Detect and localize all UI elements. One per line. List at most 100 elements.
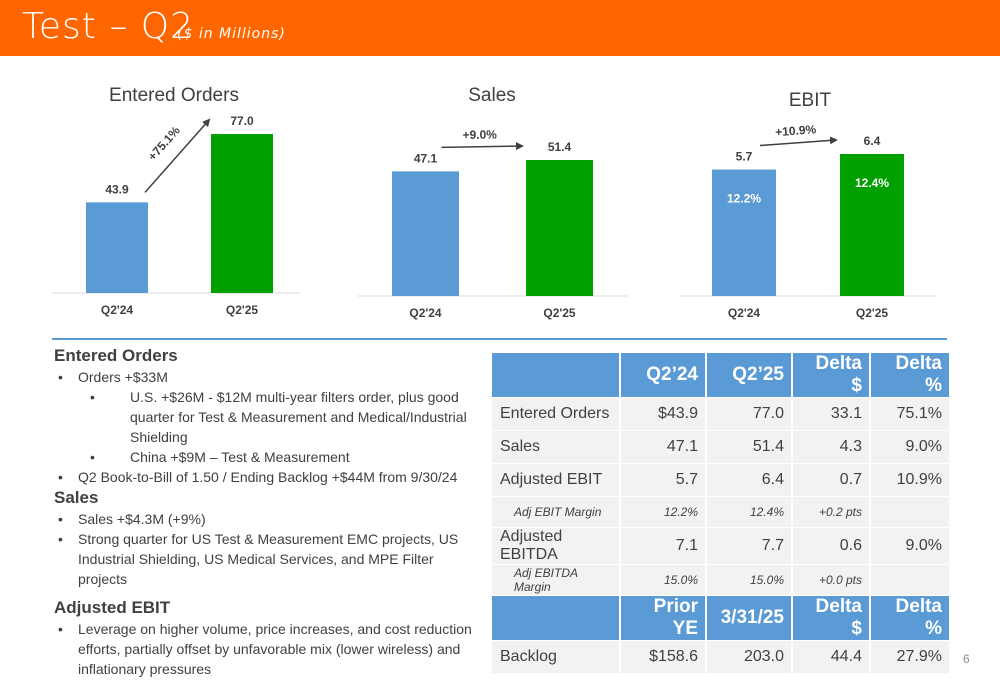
cell: 27.9%	[870, 640, 951, 674]
cell: 0.6	[792, 527, 871, 565]
row-label: Sales	[492, 430, 621, 464]
commentary: Entered Orders Orders +$33M U.S. +$26M -…	[54, 345, 484, 679]
data-label: 47.1	[414, 151, 438, 165]
data-label: 51.4	[548, 140, 572, 154]
bar	[712, 169, 776, 296]
data-label: 6.4	[864, 134, 881, 148]
cell: 10.9%	[870, 463, 951, 497]
cell: 75.1%	[870, 397, 951, 431]
cell: 51.4	[706, 430, 793, 464]
bullet: Orders +$33M	[54, 367, 484, 387]
tick-label: Q2'24	[101, 303, 134, 317]
cell: 5.7	[620, 463, 707, 497]
table-header-row: Q2’24 Q2’25 Delta $ Delta %	[492, 353, 951, 398]
section-divider	[52, 338, 947, 340]
slide-title: Test – Q2	[22, 6, 195, 47]
cell: 4.3	[792, 430, 871, 464]
table-header-cell	[492, 353, 621, 398]
table-row: Adjusted EBIT 5.7 6.4 0.7 10.9%	[492, 463, 951, 497]
chart-title: Entered Orders	[109, 85, 239, 106]
cell: 47.1	[620, 430, 707, 464]
row-label: Adjusted EBIT	[492, 463, 621, 497]
bar	[526, 160, 593, 296]
table-header-row: Prior YE 3/31/25 Delta $ Delta %	[492, 595, 951, 641]
margin-label: 12.4%	[855, 176, 889, 190]
orders-heading: Entered Orders	[54, 346, 178, 365]
table-header-cell: 3/31/25	[706, 595, 793, 641]
growth-label: +75.1%	[145, 123, 183, 163]
table-row: Sales 47.1 51.4 4.3 9.0%	[492, 430, 951, 464]
table-header-cell: Delta %	[870, 595, 951, 641]
bullet: Strong quarter for US Test & Measurement…	[54, 529, 484, 589]
bar	[211, 134, 273, 293]
cell: 44.4	[792, 640, 871, 674]
row-label: Adj EBITDA Margin	[492, 564, 621, 596]
cell: 12.4%	[706, 496, 793, 528]
table-header-cell: Q2’24	[620, 353, 707, 398]
chart-title: EBIT	[789, 90, 832, 111]
cell: 7.1	[620, 527, 707, 565]
data-label: 43.9	[105, 182, 129, 196]
cell: 7.7	[706, 527, 793, 565]
cell: 12.2%	[620, 496, 707, 528]
cell: 15.0%	[620, 564, 707, 596]
table-row: Adj EBIT Margin 12.2% 12.4% +0.2 pts	[492, 496, 951, 528]
tick-label: Q2'25	[226, 303, 259, 317]
sales-heading: Sales	[54, 488, 99, 507]
slide-header: Test – Q2 ($ in Millions)	[0, 0, 1000, 56]
chart-title: Sales	[468, 85, 516, 106]
cell: 0.7	[792, 463, 871, 497]
margin-label: 12.2%	[727, 192, 761, 206]
growth-label: +10.9%	[775, 122, 817, 139]
cell: $158.6	[620, 640, 707, 674]
page-number: 6	[963, 652, 970, 666]
bullet: Leverage on higher volume, price increas…	[54, 619, 484, 679]
bar	[392, 171, 459, 296]
cell: +0.0 pts	[792, 564, 871, 596]
table-row: Adjusted EBITDA 7.1 7.7 0.6 9.0%	[492, 527, 951, 565]
bullet: Sales +$4.3M (+9%)	[54, 509, 484, 529]
table-header-cell: Q2’25	[706, 353, 793, 398]
cell: $43.9	[620, 397, 707, 431]
sub-bullet: China +$9M – Test & Measurement	[54, 447, 484, 467]
tick-label: Q2'24	[728, 306, 761, 320]
bar-charts: Entered Orders 43.9 Q2'24 77.0 Q2'25 +75.1% Sa…	[52, 85, 936, 320]
ebit-heading: Adjusted EBIT	[54, 598, 171, 617]
table-row: Adj EBITDA Margin 15.0% 15.0% +0.0 pts	[492, 564, 951, 596]
cell: 6.4	[706, 463, 793, 497]
cell	[870, 564, 951, 596]
growth-arrow	[144, 118, 211, 193]
table-row: Entered Orders $43.9 77.0 33.1 75.1%	[492, 397, 951, 431]
growth-arrow	[759, 136, 838, 147]
table-header-cell: Delta %	[870, 353, 951, 398]
cell: 33.1	[792, 397, 871, 431]
cell: 9.0%	[870, 430, 951, 464]
data-label: 5.7	[736, 150, 753, 164]
table-header-cell: Prior YE	[620, 595, 707, 641]
table-header-cell	[492, 595, 621, 641]
table-header-cell: Delta $	[792, 595, 871, 641]
cell: +0.2 pts	[792, 496, 871, 528]
cell: 15.0%	[706, 564, 793, 596]
cell: 203.0	[706, 640, 793, 674]
row-label: Adjusted EBITDA	[492, 527, 621, 565]
bullet: Q2 Book-to-Bill of 1.50 / Ending Backlog…	[54, 467, 484, 487]
bar	[86, 202, 148, 293]
data-label: 77.0	[230, 114, 254, 128]
financial-table: Q2’24 Q2’25 Delta $ Delta % Entered Orde…	[492, 353, 951, 674]
row-label: Backlog	[492, 640, 621, 674]
row-label: Entered Orders	[492, 397, 621, 431]
bar	[840, 154, 904, 296]
slide-subtitle: ($ in Millions)	[177, 26, 286, 42]
cell: 77.0	[706, 397, 793, 431]
tick-label: Q2'24	[409, 306, 442, 320]
growth-arrow	[441, 142, 524, 151]
cell: 9.0%	[870, 527, 951, 565]
table-row: Backlog $158.6 203.0 44.4 27.9%	[492, 640, 951, 674]
cell	[870, 496, 951, 528]
sub-bullet: U.S. +$26M - $12M multi-year filters ord…	[54, 387, 484, 447]
tick-label: Q2'25	[856, 306, 889, 320]
tick-label: Q2'25	[543, 306, 576, 320]
row-label: Adj EBIT Margin	[492, 496, 621, 528]
growth-label: +9.0%	[462, 127, 497, 142]
